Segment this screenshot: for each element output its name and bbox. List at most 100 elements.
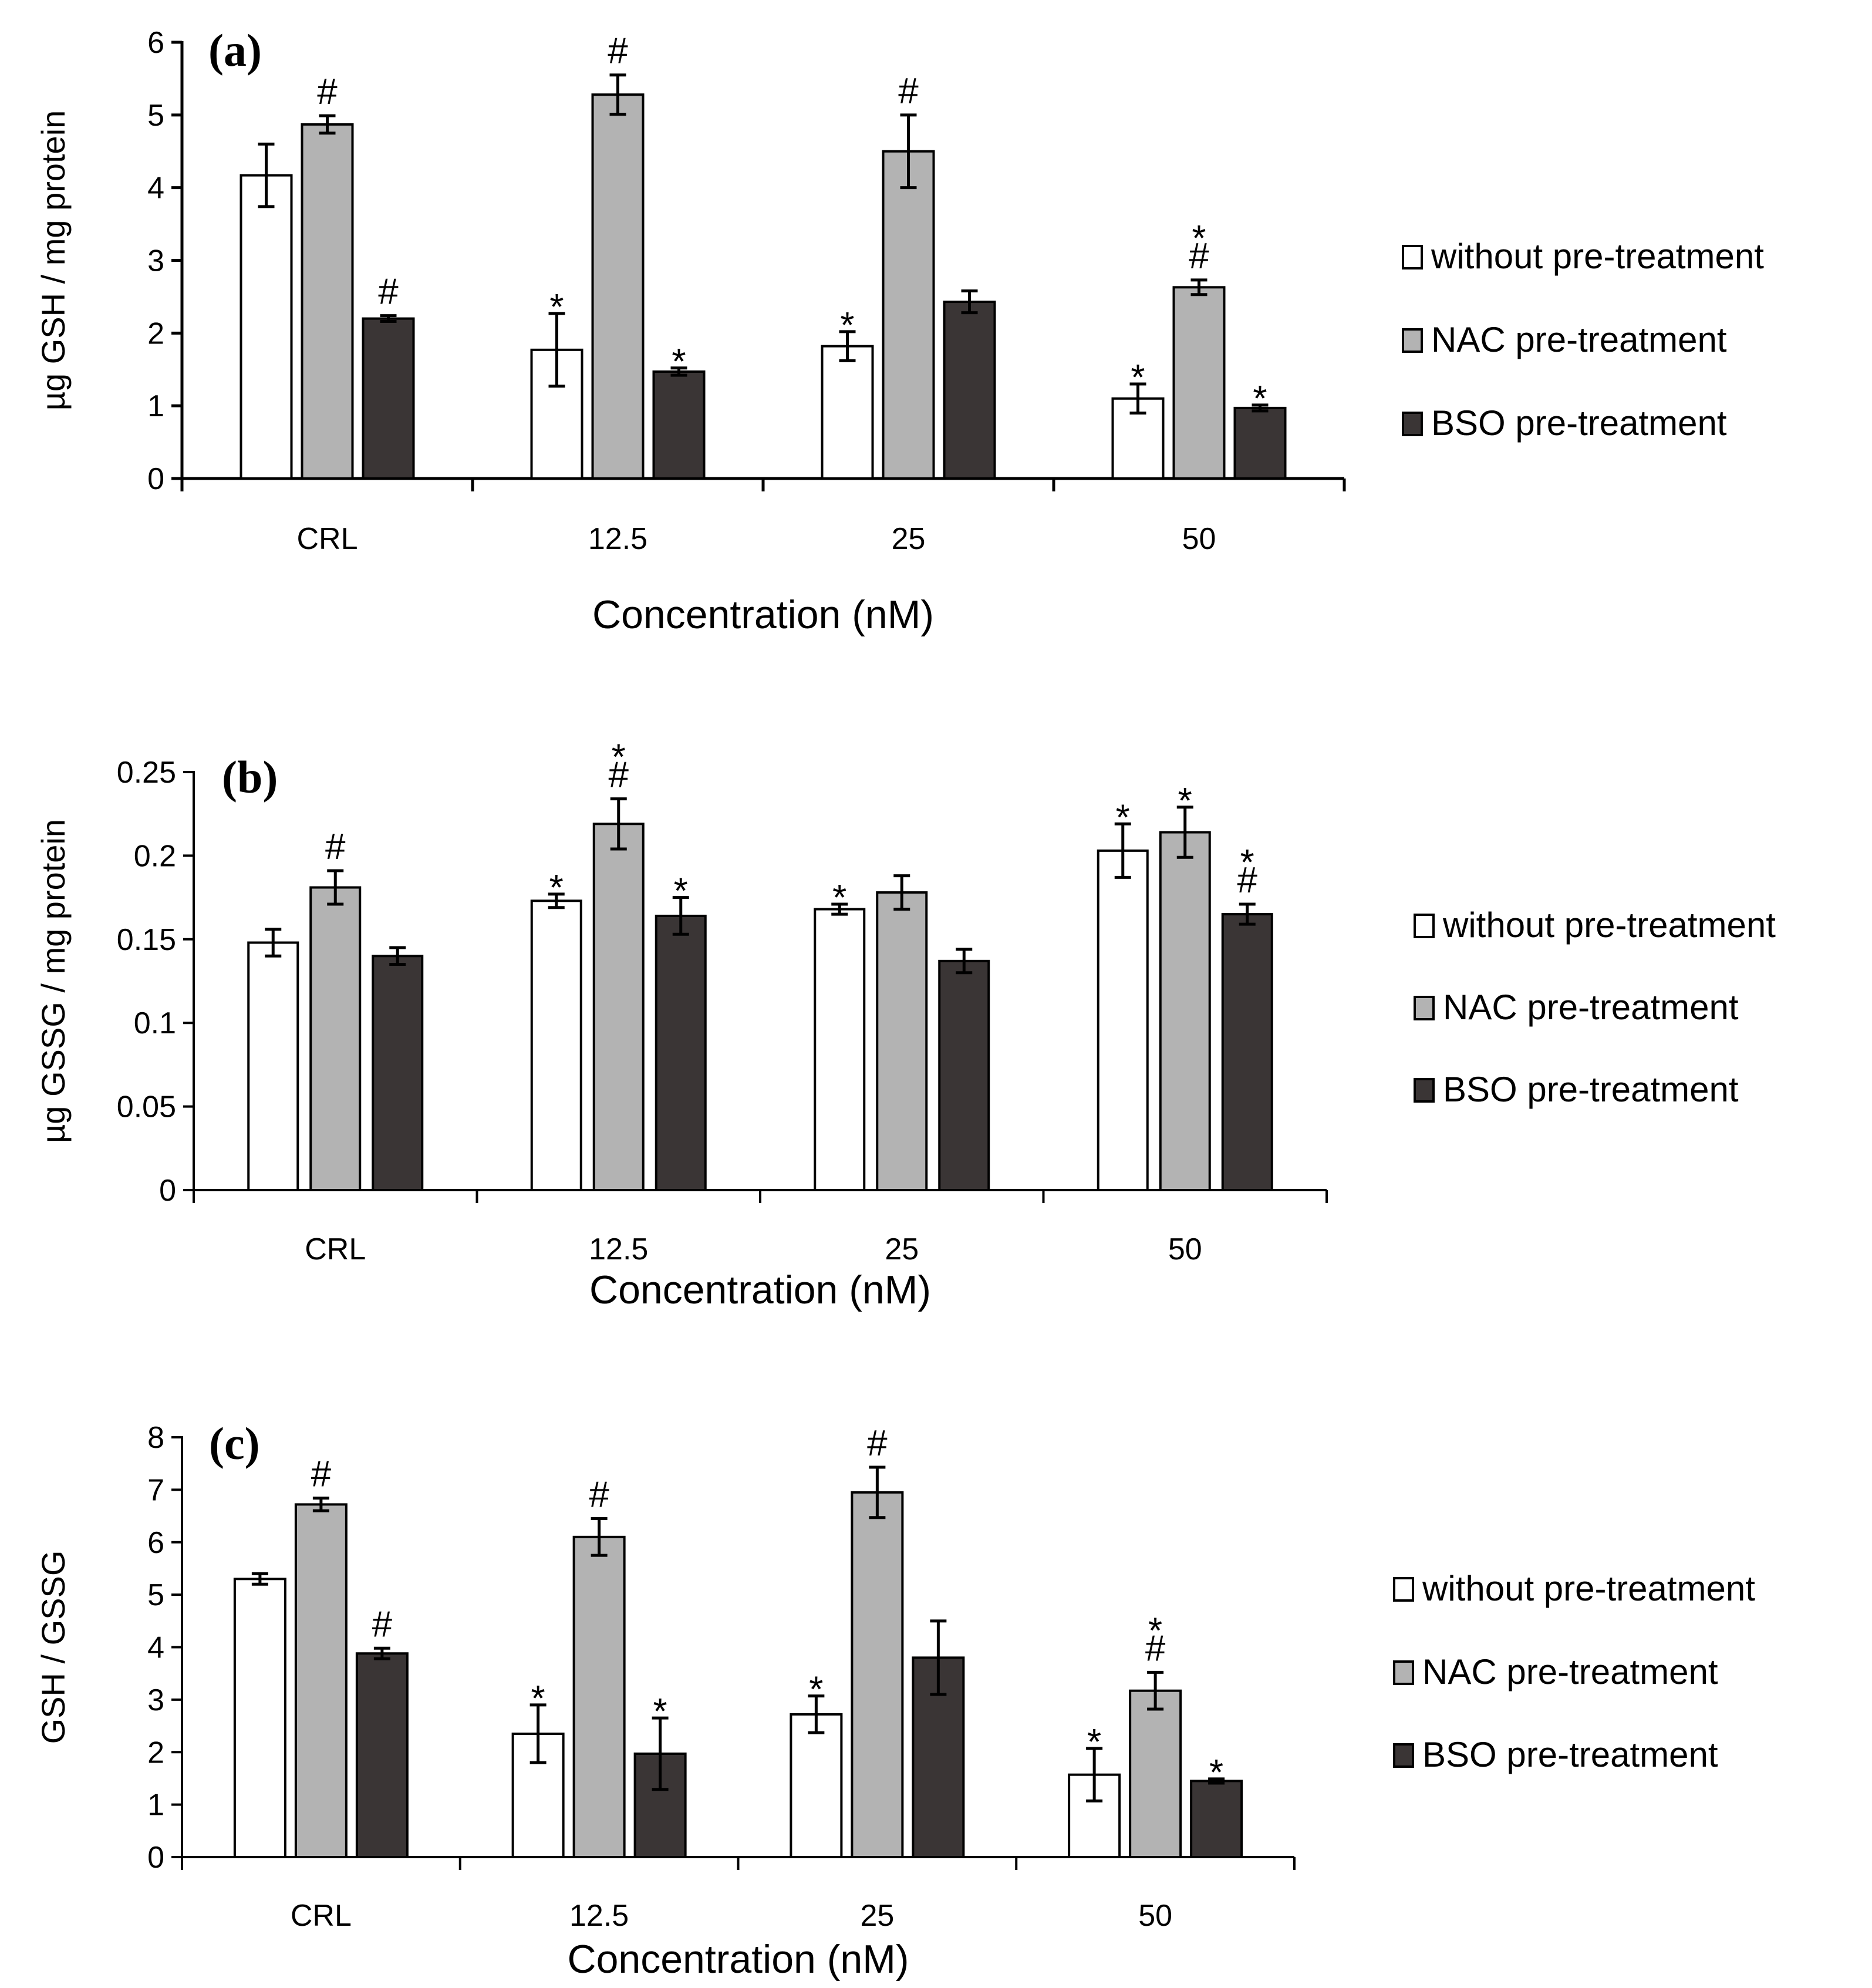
error-bar (869, 1465, 886, 1519)
legend-label: BSO pre-treatment (1422, 1735, 1718, 1774)
bar (1159, 831, 1211, 1191)
bar (814, 908, 866, 1191)
x-tick-label: CRL (296, 522, 357, 556)
bar (1221, 913, 1273, 1191)
error-bar (1114, 822, 1131, 879)
significance-hash: # (898, 71, 919, 112)
error-bar (319, 114, 336, 135)
significance-asterisk: * (1178, 781, 1192, 821)
x-tick-label: 50 (1182, 522, 1216, 556)
bar (790, 1713, 843, 1858)
x-tick-label: 12.5 (589, 1232, 648, 1266)
error-bar (389, 946, 406, 966)
error-bar (831, 902, 848, 916)
error-bar (893, 874, 910, 911)
significance-asterisk: * (612, 737, 626, 778)
legend-swatch (1414, 1078, 1435, 1103)
y-tick-label: 3 (147, 244, 164, 278)
y-tick-label: 0.05 (117, 1090, 176, 1124)
error-bar (265, 928, 282, 958)
bar (821, 345, 874, 480)
x-tick-label: 50 (1138, 1899, 1172, 1933)
legend-swatch (1393, 1577, 1414, 1602)
legend: without pre-treatment NAC pre-treatment BS… (1414, 905, 1776, 1109)
error-bar (373, 1646, 390, 1660)
significance-asterisk: * (1192, 218, 1206, 259)
legend-swatch (1402, 245, 1423, 269)
error-bar (672, 896, 689, 936)
legend-label: without pre-treatment (1431, 237, 1764, 276)
legend-swatch (1402, 328, 1423, 353)
y-tick-label: 0.1 (134, 1006, 176, 1040)
error-bar (380, 314, 397, 324)
y-tick-label: 8 (147, 1421, 164, 1455)
bar (652, 370, 706, 480)
y-tick-label: 6 (147, 1526, 164, 1560)
significance-hash: # (378, 272, 399, 312)
significance-hash: # (317, 72, 338, 112)
panel-label: (a) (208, 25, 262, 76)
error-bar (548, 892, 565, 909)
legend: without pre-treatment NAC pre-treatment BS… (1402, 237, 1764, 443)
significance-hash: # (325, 827, 346, 867)
bar (938, 959, 990, 1191)
significance-asterisk: * (840, 305, 854, 346)
error-bar (258, 142, 275, 208)
y-tick-label: 1 (147, 1788, 164, 1822)
panel-label: (c) (209, 1418, 260, 1469)
error-bar (1147, 1670, 1164, 1711)
chart-panel-1: 0 1 2 3 4 5 6 CRL 12.5 25 50 Concentration (nM) µg G… (35, 25, 1764, 637)
error-bar (956, 948, 973, 975)
error-bar (652, 1716, 669, 1791)
legend-label: NAC pre-treatment (1422, 1652, 1718, 1692)
chart-panel-3: 0 1 2 3 4 5 6 7 8 CRL 12.5 25 50 Concentration (nM) GS… (35, 1418, 1755, 1982)
x-axis-title: Concentration (nM) (567, 1937, 909, 1982)
significance-hash: # (608, 31, 628, 72)
legend-label: without pre-treatment (1442, 905, 1776, 945)
legend: without pre-treatment NAC pre-treatment BS… (1393, 1569, 1755, 1774)
error-bar (670, 366, 687, 377)
legend-label: NAC pre-treatment (1431, 320, 1727, 359)
bar (372, 955, 424, 1192)
significance-asterisk: * (531, 1679, 545, 1719)
error-bar (1208, 1777, 1225, 1785)
error-bar (529, 1703, 547, 1764)
y-tick-label: 5 (147, 99, 164, 133)
y-tick-label: 1 (147, 389, 164, 423)
error-bar (609, 73, 626, 116)
legend-label: BSO pre-treatment (1431, 403, 1727, 443)
significance-asterisk: * (809, 1670, 823, 1710)
significance-asterisk: * (1116, 797, 1130, 838)
bar (851, 1491, 904, 1858)
significance-hash: # (867, 1423, 888, 1464)
error-bar (1176, 806, 1193, 859)
error-bar (1129, 382, 1146, 415)
error-bar (900, 113, 917, 190)
x-axis-title: Concentration (nM) (589, 1268, 931, 1312)
bar (294, 1503, 348, 1858)
x-tick-label: 25 (892, 522, 926, 556)
significance-hash: # (372, 1604, 393, 1645)
bar (233, 1578, 286, 1858)
x-tick-label: 25 (860, 1899, 894, 1933)
error-bar (961, 289, 978, 315)
error-bar (548, 312, 565, 388)
y-tick-label: 5 (147, 1578, 164, 1612)
significance-asterisk: * (1240, 843, 1254, 883)
error-bar (839, 330, 856, 362)
significance-asterisk: * (549, 287, 564, 328)
y-tick-label: 0 (147, 462, 164, 496)
bar (572, 1535, 626, 1858)
bar (240, 174, 293, 480)
significance-asterisk: * (674, 871, 688, 912)
bar (355, 1652, 409, 1859)
bar (362, 317, 415, 480)
bar (247, 941, 299, 1191)
bar (655, 914, 707, 1191)
y-tick-label: 0.15 (117, 923, 176, 957)
bar (943, 301, 996, 480)
legend-swatch (1402, 412, 1423, 436)
legend-swatch (1393, 1660, 1414, 1685)
bar (1190, 1780, 1243, 1858)
significance-asterisk: * (1253, 379, 1267, 419)
